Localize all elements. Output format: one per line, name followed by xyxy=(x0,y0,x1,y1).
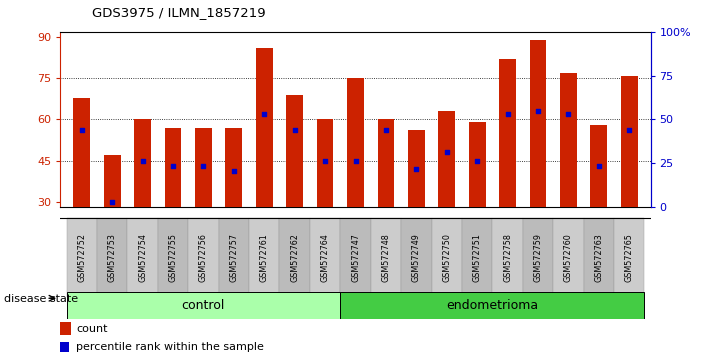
Bar xyxy=(310,218,341,297)
Point xyxy=(593,163,604,169)
Bar xyxy=(249,218,279,297)
Bar xyxy=(188,218,218,297)
Bar xyxy=(67,218,97,297)
Bar xyxy=(104,155,120,207)
Text: percentile rank within the sample: percentile rank within the sample xyxy=(77,342,264,352)
Bar xyxy=(493,218,523,297)
Bar xyxy=(225,128,242,207)
Bar xyxy=(591,125,607,207)
Bar xyxy=(462,218,493,297)
Bar xyxy=(408,130,424,207)
Point xyxy=(289,127,300,133)
Text: GSM572763: GSM572763 xyxy=(594,233,604,282)
Bar xyxy=(73,98,90,207)
Point xyxy=(533,108,544,114)
Bar xyxy=(341,218,370,297)
Text: GSM572752: GSM572752 xyxy=(77,233,86,282)
Text: GSM572765: GSM572765 xyxy=(625,233,634,282)
Text: GSM572747: GSM572747 xyxy=(351,233,360,282)
Point xyxy=(411,166,422,172)
Bar xyxy=(560,73,577,207)
Text: GSM572750: GSM572750 xyxy=(442,233,451,282)
Bar xyxy=(60,342,70,352)
Bar xyxy=(134,120,151,207)
Text: GSM572764: GSM572764 xyxy=(321,233,330,282)
Bar xyxy=(614,218,644,297)
Bar xyxy=(499,59,516,207)
Bar xyxy=(469,122,486,207)
Bar xyxy=(127,218,158,297)
Text: GSM572757: GSM572757 xyxy=(230,233,238,282)
Bar xyxy=(218,218,249,297)
Bar xyxy=(530,40,546,207)
Bar xyxy=(97,218,127,297)
Bar xyxy=(370,218,401,297)
Point xyxy=(624,127,635,133)
Point xyxy=(562,111,574,117)
Bar xyxy=(256,48,272,207)
Bar xyxy=(60,322,71,335)
Point xyxy=(259,111,270,117)
Text: GSM572751: GSM572751 xyxy=(473,233,481,282)
Point xyxy=(137,158,149,164)
Point xyxy=(76,127,87,133)
Bar xyxy=(316,120,333,207)
Bar xyxy=(347,78,364,207)
Text: GSM572753: GSM572753 xyxy=(107,233,117,282)
Text: GSM572759: GSM572759 xyxy=(533,233,542,282)
Text: disease state: disease state xyxy=(4,294,77,304)
Bar xyxy=(553,218,584,297)
Bar xyxy=(439,111,455,207)
Text: GSM572755: GSM572755 xyxy=(169,233,178,282)
Bar xyxy=(401,218,432,297)
Point xyxy=(167,163,178,169)
Point xyxy=(228,169,240,174)
Bar xyxy=(621,76,638,207)
Text: GSM572762: GSM572762 xyxy=(290,233,299,282)
Bar xyxy=(432,218,462,297)
Text: count: count xyxy=(77,324,108,333)
Bar xyxy=(158,218,188,297)
Point xyxy=(107,199,118,205)
Bar xyxy=(195,128,212,207)
Text: GSM572758: GSM572758 xyxy=(503,233,512,282)
Point xyxy=(319,158,331,164)
Text: control: control xyxy=(182,299,225,312)
Text: GSM572749: GSM572749 xyxy=(412,233,421,282)
Point xyxy=(471,158,483,164)
Text: GSM572756: GSM572756 xyxy=(199,233,208,282)
Text: GSM572748: GSM572748 xyxy=(381,233,390,282)
Bar xyxy=(584,218,614,297)
Text: GSM572761: GSM572761 xyxy=(260,233,269,282)
Bar xyxy=(67,292,341,319)
Text: endometrioma: endometrioma xyxy=(447,299,538,312)
Text: GSM572754: GSM572754 xyxy=(138,233,147,282)
Bar xyxy=(378,120,395,207)
Point xyxy=(502,111,513,117)
Point xyxy=(441,149,452,155)
Text: GSM572760: GSM572760 xyxy=(564,233,573,282)
Bar xyxy=(287,95,303,207)
Point xyxy=(198,163,209,169)
Bar xyxy=(523,218,553,297)
Bar xyxy=(279,218,310,297)
Point xyxy=(350,158,361,164)
Bar xyxy=(165,128,181,207)
Point xyxy=(380,127,392,133)
Bar xyxy=(341,292,644,319)
Text: GDS3975 / ILMN_1857219: GDS3975 / ILMN_1857219 xyxy=(92,6,266,19)
